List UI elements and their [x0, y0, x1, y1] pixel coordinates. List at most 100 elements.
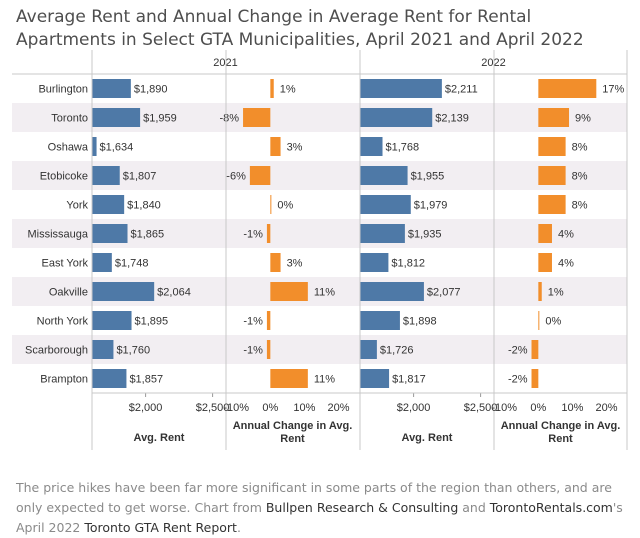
change-value-label: 3% — [287, 142, 303, 154]
rent-bar — [92, 137, 97, 156]
chart-caption: The price hikes have been far more signi… — [16, 478, 626, 538]
rent-value-label: $1,817 — [392, 374, 426, 386]
rent-value-label: $1,812 — [391, 258, 425, 270]
rent-value-label: $1,807 — [123, 171, 157, 183]
rent-tick-label: $2,500 — [464, 402, 498, 414]
rent-value-label: $1,898 — [403, 316, 437, 328]
category-label: Toronto — [51, 113, 88, 125]
change-value-label: -6% — [226, 171, 246, 183]
category-label: Burlington — [38, 84, 88, 96]
rent-value-label: $1,760 — [116, 345, 150, 357]
change-bar — [243, 108, 271, 127]
change-bar — [538, 311, 540, 330]
rent-value-label: $2,211 — [445, 84, 478, 96]
rent-value-label: $1,840 — [127, 200, 161, 212]
change-axis-title: Annual Change in Avg. — [501, 420, 621, 432]
rent-tick-label: $2,500 — [196, 402, 230, 414]
change-axis-title: Annual Change in Avg. — [233, 420, 353, 432]
change-value-label: 8% — [572, 142, 588, 154]
rent-bar — [360, 79, 442, 98]
change-value-label: 1% — [280, 84, 296, 96]
rent-value-label: $1,634 — [100, 142, 134, 154]
rent-bar — [360, 108, 433, 127]
rent-value-label: $1,857 — [129, 374, 163, 386]
rent-value-label: $1,726 — [380, 345, 414, 357]
rent-bar — [92, 253, 112, 272]
rent-value-label: $1,935 — [408, 229, 442, 241]
change-value-label: -8% — [219, 113, 239, 125]
change-bar — [531, 340, 539, 359]
category-label: Oakville — [49, 287, 88, 299]
torontorentals-link[interactable]: TorontoRentals.com — [489, 500, 613, 515]
change-bar — [270, 137, 281, 156]
caption-text: and — [458, 500, 490, 515]
change-bar — [270, 253, 281, 272]
change-value-label: -2% — [508, 345, 528, 357]
change-tick-label: 10% — [293, 402, 315, 414]
change-value-label: 4% — [558, 258, 574, 270]
rent-bar — [360, 166, 408, 185]
rent-bar — [360, 224, 405, 243]
rent-value-label: $1,955 — [411, 171, 445, 183]
rent-bar — [92, 340, 114, 359]
category-label: Etobicoke — [40, 171, 88, 183]
change-tick-label: 0% — [262, 402, 278, 414]
rent-bar — [360, 311, 400, 330]
change-bar — [538, 282, 542, 301]
change-value-label: 9% — [575, 113, 591, 125]
rent-bar — [92, 195, 125, 214]
category-label: Scarborough — [25, 345, 88, 357]
change-value-label: 3% — [287, 258, 303, 270]
change-bar — [249, 166, 271, 185]
rent-value-label: $1,768 — [386, 142, 420, 154]
change-value-label: 8% — [572, 200, 588, 212]
rent-report-link[interactable]: Toronto GTA Rent Report — [84, 520, 237, 535]
change-value-label: 1% — [548, 287, 564, 299]
change-bar — [270, 79, 274, 98]
rent-value-label: $1,895 — [135, 316, 169, 328]
rent-value-label: $1,959 — [143, 113, 177, 125]
rent-bar — [360, 282, 424, 301]
rent-bar — [360, 369, 390, 388]
rent-bar — [360, 253, 389, 272]
rent-chart: Burlington Toronto Oshawa Etobicoke York Miss… — [12, 50, 628, 450]
category-label: Brampton — [40, 374, 88, 386]
change-bar — [538, 253, 552, 272]
caption-text: 's April 2022 — [16, 500, 623, 535]
rent-value-label: $1,890 — [134, 84, 168, 96]
change-value-label: 8% — [572, 171, 588, 183]
change-tick-label: -10% — [223, 402, 249, 414]
change-bar — [266, 311, 271, 330]
rent-bar — [92, 166, 120, 185]
rent-value-label: $2,139 — [435, 113, 469, 125]
change-axis-title: Rent — [548, 433, 573, 445]
change-value-label: -1% — [243, 229, 263, 241]
change-bar — [531, 369, 539, 388]
change-bar — [266, 340, 271, 359]
change-tick-label: 0% — [530, 402, 546, 414]
category-label: York — [66, 200, 88, 212]
change-value-label: 11% — [314, 287, 335, 299]
change-tick-label: -10% — [491, 402, 517, 414]
change-tick-label: 10% — [561, 402, 583, 414]
change-bar — [270, 195, 272, 214]
change-value-label: 11% — [314, 374, 335, 386]
change-value-label: 4% — [558, 229, 574, 241]
change-bar — [538, 166, 566, 185]
change-bar — [538, 108, 570, 127]
change-value-label: -1% — [243, 316, 263, 328]
row-band — [12, 335, 627, 364]
change-bar — [270, 369, 308, 388]
change-axis-title: Rent — [280, 433, 305, 445]
rent-value-label: $2,064 — [157, 287, 191, 299]
category-label: Oshawa — [48, 142, 89, 154]
category-label: Mississauga — [27, 229, 88, 241]
category-label: North York — [37, 316, 89, 328]
category-label: East York — [42, 258, 89, 270]
rent-value-label: $1,979 — [414, 200, 448, 212]
chart-title: Average Rent and Annual Change in Averag… — [16, 7, 584, 50]
rent-tick-label: $2,000 — [129, 402, 163, 414]
rent-value-label: $1,748 — [115, 258, 149, 270]
change-value-label: 17% — [602, 84, 624, 96]
bullpen-link[interactable]: Bullpen Research & Consulting — [265, 500, 459, 515]
